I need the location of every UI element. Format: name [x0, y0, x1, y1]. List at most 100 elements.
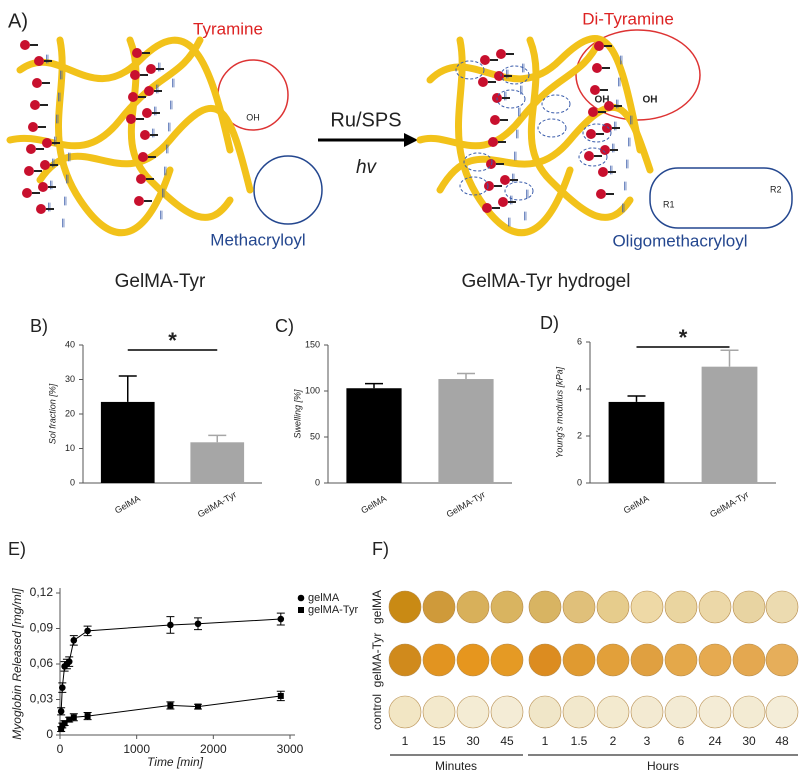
tyramine-dot [20, 40, 30, 50]
oligomer [455, 60, 485, 80]
error-bar [720, 349, 739, 367]
methacryloyl-mark: ∥ [505, 68, 510, 78]
series-line [60, 618, 281, 712]
panel-label: B) [30, 316, 48, 336]
methacryloyl-mark: ∥ [51, 157, 56, 167]
y-tick-label: 4 [577, 383, 582, 393]
methacryloyl-mark: ∥ [65, 173, 70, 183]
sample-disc [562, 590, 596, 624]
sample-disc [490, 643, 524, 677]
tyramine-dot [134, 196, 144, 206]
sample-disc [528, 590, 562, 624]
oligomer [541, 94, 571, 114]
sample-disc [765, 590, 799, 624]
column-label: 24 [708, 734, 722, 748]
oligomer [537, 118, 567, 138]
sample-disc [664, 643, 698, 677]
di-tyramine-label: Di-Tyramine [582, 9, 674, 28]
methacryloyl-mark: ∥ [59, 69, 64, 79]
tyramine-dot [480, 55, 490, 65]
methacryloyl-mark: ∥ [161, 187, 166, 197]
oligomer [582, 123, 612, 143]
fiber [126, 36, 234, 221]
tyramine-dot [30, 100, 40, 110]
methacryloyl-mark: ∥ [167, 121, 172, 131]
tyramine-dot [600, 145, 610, 155]
tyramine-dot [584, 151, 594, 161]
di-tyramine-structure [575, 29, 701, 121]
sample-disc [562, 695, 596, 729]
methacryloyl-mark: ∥ [63, 195, 68, 205]
sample-disc [596, 695, 630, 729]
y-tick-label: 0,09 [30, 621, 54, 635]
sample-disc [732, 643, 766, 677]
panel-label: D) [540, 313, 559, 333]
methacryloyl-mark: ∥ [503, 90, 508, 100]
methacryloyl-mark: ∥ [513, 150, 518, 160]
sample-disc [528, 695, 562, 729]
x-tick-label: GelMA-Tyr [445, 489, 487, 519]
methacryloyl-mark: ∥ [627, 136, 632, 146]
left-title: GelMA-Tyr [115, 271, 206, 292]
methacryloyl-mark: ∥ [67, 151, 72, 161]
oligomethacryloyl-structure [649, 167, 793, 229]
methacryloyl-mark: ∥ [47, 201, 52, 211]
r1-label: R1 [663, 199, 675, 209]
y-tick-label: 2 [577, 430, 582, 440]
methacryloyl-mark: ∥ [159, 209, 164, 219]
point [70, 637, 78, 644]
methacryloyl-mark: ∥ [45, 53, 50, 63]
series-line [60, 695, 281, 730]
oligomer [463, 152, 493, 172]
tyramine-dot [142, 108, 152, 118]
oh-label: OH [643, 95, 658, 106]
sample-disc [732, 590, 766, 624]
y-tick-label: 10 [65, 443, 75, 453]
tyramine-dot [24, 166, 34, 176]
column-label: 30 [742, 734, 756, 748]
y-tick-label: 30 [65, 374, 75, 384]
column-label: 48 [775, 734, 789, 748]
tyramine-dot [490, 115, 500, 125]
minutes-label: Minutes [435, 759, 477, 773]
methacryloyl-structure [253, 155, 323, 225]
methacryloyl-mark: ∥ [61, 217, 66, 227]
tyramine-dot [136, 174, 146, 184]
fiber [6, 36, 204, 150]
sample-disc [528, 643, 562, 677]
r2-label: R2 [770, 184, 782, 194]
column-label: 1.5 [571, 734, 588, 748]
methacryloyl-mark: ∥ [49, 179, 54, 189]
tyramine-dot [586, 129, 596, 139]
legend-label: gelMA [308, 592, 340, 604]
point [59, 684, 66, 691]
methacryloyl-mark: ∥ [609, 164, 614, 174]
methacryloyl-mark: ∥ [621, 202, 626, 212]
tyramine-dot [498, 197, 508, 207]
methacryloyl-mark: ∥ [629, 114, 634, 124]
y-axis-label: Myoglobin Released [mg/ml] [10, 588, 24, 740]
tyramine-dot [604, 101, 614, 111]
sample-disc [562, 643, 596, 677]
panel-label: C) [275, 316, 294, 336]
reagent-label: Ru/SPS [330, 109, 401, 131]
column-label: 3 [644, 734, 651, 748]
methacryloyl-mark: ∥ [157, 61, 162, 71]
sample-disc [490, 590, 524, 624]
significance-label: * [679, 325, 688, 350]
sample-disc [456, 695, 490, 729]
point [277, 615, 285, 623]
methacryloyl-mark: ∥ [517, 106, 522, 116]
sample-disc [596, 643, 630, 677]
y-tick-label: 0 [70, 477, 75, 487]
bar [701, 366, 758, 483]
column-label: 1 [402, 734, 409, 748]
methacryloyl-mark: ∥ [169, 99, 174, 109]
y-tick-label: 50 [310, 431, 320, 441]
fiber [526, 36, 634, 221]
bar-chart: C) 0 50 100 150 Swelling [%] GelMA GelMA-Tyr [275, 316, 512, 520]
methacryloyl-mark: ∥ [615, 98, 620, 108]
point [167, 702, 174, 709]
tyramine-dot [478, 77, 488, 87]
